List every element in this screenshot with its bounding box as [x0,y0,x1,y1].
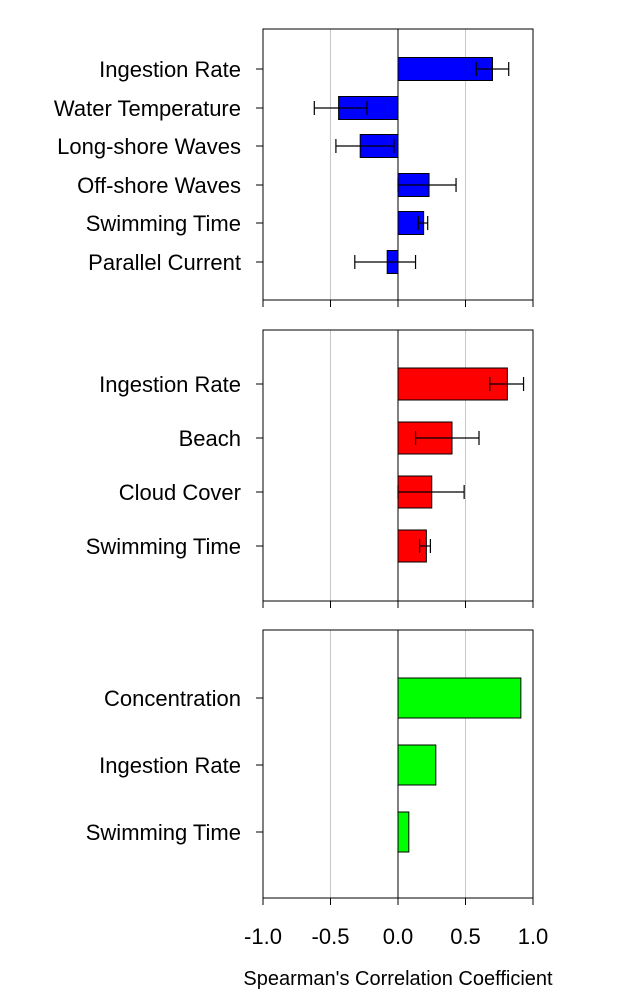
error-bar [354,255,417,269]
x-tick-label: 1.0 [518,924,549,949]
category-label: Parallel Current [88,250,241,275]
x-tick-label: -0.5 [312,924,350,949]
category-label: Ingestion Rate [99,753,241,778]
error-bar [417,216,429,230]
error-bar [489,377,525,391]
category-label: Beach [179,426,241,451]
bar-ingestion-rate [397,744,437,786]
x-axis: -1.0 -0.5 0.0 0.5 1.0 [244,924,548,949]
category-label: Long-shore Waves [57,134,241,159]
error-bar [419,539,431,553]
error-bar [335,139,395,153]
error-bar [397,178,457,192]
category-label: Swimming Time [86,820,241,845]
category-label: Swimming Time [86,534,241,559]
category-label: Concentration [104,686,241,711]
error-bar [313,101,368,115]
category-label: Cloud Cover [119,480,241,505]
bar-swimming-time [397,811,410,853]
error-bar [414,431,480,445]
panel-3: Concentration Ingestion Rate Swimming Time [86,629,534,905]
error-bar [397,485,465,499]
x-tick-label: 0.0 [383,924,414,949]
category-label: Water Temperature [54,96,241,121]
panels-layer: Ingestion Rate Water Temperature Long-shor… [54,28,534,905]
category-label: Swimming Time [86,211,241,236]
panel-1: Ingestion Rate Water Temperature Long-shor… [54,28,534,307]
category-label: Off-shore Waves [77,173,241,198]
x-tick-label: 0.5 [450,924,481,949]
x-axis-title: Spearman's Correlation Coefficient [243,968,553,990]
panel-2: Ingestion Rate Beach Cloud Cover Swimming T… [86,329,534,608]
x-tick-label: -1.0 [244,924,282,949]
bar-ingestion-rate [397,367,508,401]
bar-concentration [397,677,522,719]
error-bar [475,62,510,76]
category-label: Ingestion Rate [99,57,241,82]
category-label: Ingestion Rate [99,372,241,397]
